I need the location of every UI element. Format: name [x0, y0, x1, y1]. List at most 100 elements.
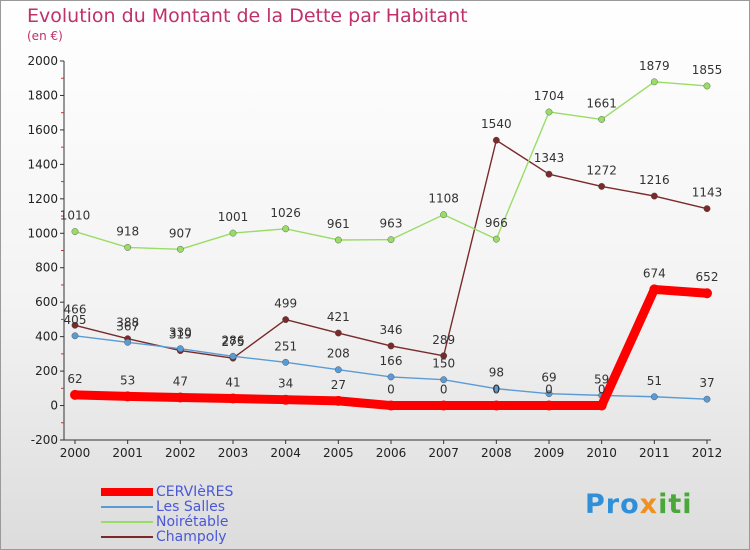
y-tick-label: 200	[35, 364, 58, 378]
data-label: 1855	[692, 63, 723, 77]
data-label: 652	[696, 270, 719, 284]
data-point	[333, 395, 344, 406]
data-point	[70, 389, 80, 400]
data-point	[124, 338, 132, 346]
data-label: 961	[327, 217, 350, 231]
data-label: 286	[222, 333, 245, 347]
data-label: 367	[116, 319, 139, 333]
x-tick-label: 2010	[586, 446, 617, 460]
x-tick-label: 2000	[60, 446, 91, 460]
legend-swatch	[101, 521, 153, 523]
data-point	[386, 400, 396, 411]
y-tick-label: 800	[35, 261, 58, 275]
x-tick-label: 2003	[218, 446, 249, 460]
data-label: 1704	[534, 89, 565, 103]
data-point	[544, 400, 554, 411]
data-label: 388	[116, 316, 139, 330]
data-point	[229, 352, 237, 360]
data-label: 1026	[270, 206, 301, 220]
data-point	[282, 225, 290, 233]
data-label: 330	[169, 326, 192, 340]
x-tick-label: 2004	[270, 446, 301, 460]
data-label: 47	[173, 374, 188, 388]
data-label: 918	[116, 224, 139, 238]
y-tick-label: 1400	[27, 157, 58, 171]
data-label: 34	[278, 377, 293, 391]
data-label: 51	[647, 374, 662, 388]
data-label: 275	[222, 335, 245, 349]
data-label: 0	[440, 383, 448, 397]
data-label: 1010	[60, 209, 91, 223]
data-point	[596, 400, 607, 411]
data-label: 53	[120, 373, 135, 387]
data-point	[598, 116, 606, 123]
legend-swatch	[101, 488, 153, 496]
data-label: 0	[387, 383, 395, 397]
data-point	[438, 400, 449, 411]
legend-label: Noirétable	[156, 514, 229, 530]
data-point	[650, 192, 658, 200]
data-label: 59	[594, 372, 609, 386]
data-point	[650, 393, 658, 401]
data-label: 1272	[586, 163, 617, 177]
data-point	[282, 358, 290, 366]
data-point	[440, 211, 448, 219]
data-label: 674	[643, 266, 666, 280]
data-point	[492, 235, 500, 243]
x-tick-label: 2007	[428, 446, 459, 460]
data-label: 62	[67, 372, 82, 386]
legend-swatch	[101, 506, 153, 508]
data-point	[440, 376, 448, 384]
data-point	[71, 332, 79, 340]
data-point	[545, 390, 553, 398]
logo-part-2: x	[639, 489, 659, 520]
data-label: 1143	[692, 186, 723, 200]
data-label: 0	[545, 383, 553, 397]
data-label: 466	[64, 302, 87, 316]
data-label: 1879	[639, 59, 670, 73]
data-label: 319	[169, 328, 192, 342]
data-point	[492, 385, 500, 393]
data-label: 251	[274, 339, 297, 353]
y-tick-label: 2000	[27, 54, 58, 68]
data-point	[703, 82, 711, 90]
data-point	[176, 345, 184, 353]
data-label: 963	[380, 217, 403, 231]
data-label: 0	[598, 383, 606, 397]
legend-label: Champoly	[156, 529, 227, 545]
data-point	[491, 400, 502, 411]
data-label: 0	[493, 383, 501, 397]
y-tick-label: 400	[35, 330, 58, 344]
data-point	[492, 136, 500, 144]
data-point	[703, 395, 711, 403]
data-point	[545, 170, 553, 178]
data-point	[702, 288, 712, 299]
data-label: 1540	[481, 117, 512, 131]
data-label: 69	[541, 371, 556, 385]
data-point	[334, 329, 342, 337]
x-tick-label: 2006	[376, 446, 407, 460]
data-label: 1216	[639, 173, 670, 187]
data-point	[334, 236, 342, 244]
x-tick-label: 2002	[165, 446, 196, 460]
data-label: 27	[331, 378, 346, 392]
data-point	[71, 321, 79, 329]
data-point	[598, 183, 606, 190]
data-label: 1001	[218, 210, 249, 224]
y-tick-label: 1200	[27, 192, 58, 206]
data-point	[176, 245, 184, 253]
data-label: 499	[274, 297, 297, 311]
x-tick-label: 2005	[323, 446, 354, 460]
data-label: 289	[432, 333, 455, 347]
data-point	[440, 352, 448, 360]
data-label: 166	[380, 354, 403, 368]
y-tick-label: 600	[35, 295, 58, 309]
chart-title: Evolution du Montant de la Dette par Hab…	[27, 5, 468, 27]
chart-subtitle: (en €)	[27, 29, 63, 43]
data-point	[387, 342, 395, 350]
x-tick-label: 2009	[534, 446, 565, 460]
data-point	[228, 393, 238, 404]
data-point	[280, 394, 291, 405]
